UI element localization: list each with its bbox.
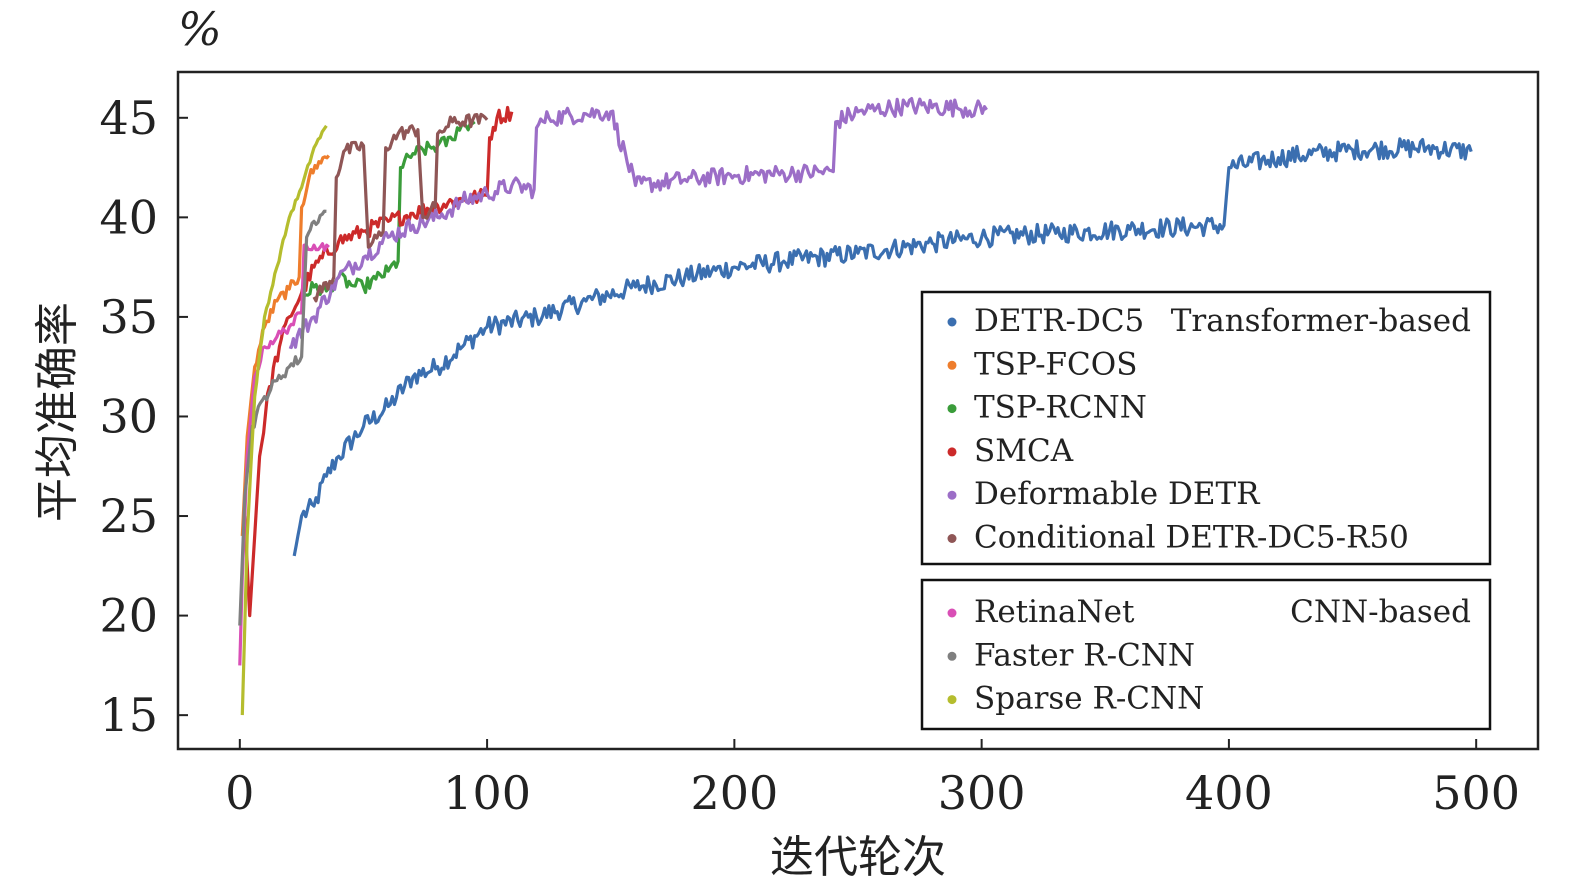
series-line-tsp-fcos [240, 154, 331, 536]
legend: DETR-DC5 TSP-FCOS TSP-RCNN SMCA Deformable D… [920, 290, 1492, 731]
legend-marker-smca [947, 447, 957, 457]
series-layer [238, 97, 1473, 716]
y-tick-label: 45 [99, 91, 158, 145]
x-tick-label: 400 [1185, 766, 1273, 820]
legend-box [920, 578, 1492, 731]
legend-label-detr-dc5: DETR-DC5 [974, 303, 1144, 339]
series-line-retinanet [238, 242, 330, 666]
y-tick-label: 35 [99, 290, 158, 344]
plot-frame [176, 70, 1540, 751]
legend-label-tsp-fcos: TSP-FCOS [974, 346, 1137, 382]
x-tick-label: 100 [443, 766, 531, 820]
y-unit-label: % [178, 2, 222, 56]
legend-marker-conditional-detr-dc5-r50 [947, 534, 957, 543]
legend-label-conditional-detr-dc5-r50: Conditional DETR-DC5-R50 [974, 520, 1409, 556]
legend-marker-faster-r-cnn [947, 651, 957, 661]
x-axis-title: 迭代轮次 [770, 832, 946, 883]
series-line-detr-dc5 [292, 137, 1473, 557]
legend-label-faster-r-cnn: Faster R-CNN [974, 637, 1195, 673]
legend-marker-detr-dc5 [947, 317, 957, 327]
series-line-smca [243, 105, 514, 618]
legend-label-deformable-detr: Deformable DETR [974, 476, 1261, 512]
legend-marker-tsp-rcnn [947, 404, 957, 414]
legend-label-sparse-r-cnn: Sparse R-CNN [974, 681, 1204, 717]
y-tick-label: 25 [99, 489, 158, 543]
legend-box [920, 290, 1492, 566]
y-axis-title: 平均准确率 [32, 302, 83, 522]
legend-marker-retinanet [947, 608, 957, 618]
x-tick-label: 500 [1432, 766, 1520, 820]
legend-group-title: CNN-based [1290, 594, 1471, 630]
legend-marker-sparse-r-cnn [947, 695, 957, 705]
x-tick-label: 0 [225, 766, 254, 820]
legend-label-retinanet: RetinaNet [974, 594, 1135, 630]
legend-group-title: Transformer-based [1171, 303, 1471, 339]
x-tick-label: 300 [938, 766, 1026, 820]
legend-marker-deformable-detr [947, 490, 957, 500]
legend-label-smca: SMCA [974, 433, 1074, 469]
series-line-sparse-r-cnn [240, 124, 328, 716]
legend-label-tsp-rcnn: TSP-RCNN [974, 390, 1147, 426]
y-axis: 15 20 25 30 35 40 45 [99, 91, 188, 742]
x-axis: 0 100 200 300 400 500 [225, 739, 1520, 820]
y-tick-label: 15 [99, 688, 158, 742]
series-line-conditional-detr-dc5-r50 [312, 112, 489, 303]
series-line-deformable-detr [288, 97, 988, 350]
y-tick-label: 20 [99, 589, 158, 643]
legend-marker-tsp-fcos [947, 360, 957, 370]
y-tick-label: 40 [99, 190, 158, 244]
x-tick-label: 200 [690, 766, 778, 820]
y-tick-label: 30 [99, 389, 158, 443]
